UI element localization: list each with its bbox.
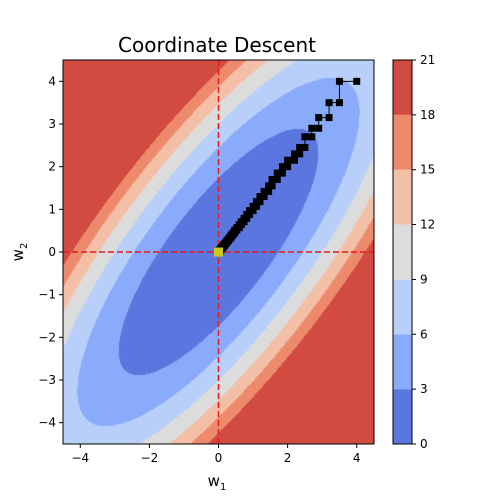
colorbar-tick-label: 21 <box>420 53 435 67</box>
y-tick-label: 2 <box>48 160 56 174</box>
colorbar-tick-label: 18 <box>420 108 435 122</box>
y-tick-label: −1 <box>38 288 56 302</box>
y-tick-label: −3 <box>38 373 56 387</box>
x-tick-label: −2 <box>141 451 159 465</box>
path-point <box>308 124 316 132</box>
path-point <box>273 175 281 183</box>
y-tick-label: 1 <box>48 202 56 216</box>
path-point <box>296 143 304 151</box>
path-point <box>301 143 309 151</box>
colorbar-band <box>393 60 412 115</box>
path-point <box>335 99 343 107</box>
path-point <box>291 150 299 158</box>
y-axis-label-base: w <box>9 249 27 261</box>
colorbar-band <box>393 389 412 444</box>
colorbar-band <box>393 279 412 335</box>
path-point <box>315 114 323 122</box>
colorbar-tick-label: 0 <box>420 437 428 451</box>
colorbar-ticks: 0 3 6 9 12 15 18 21 <box>412 53 435 451</box>
x-axis-label-base: w <box>208 472 220 490</box>
y-axis-ticks: −4 −3 −2 −1 0 1 2 3 4 <box>38 74 63 430</box>
x-tick-label: −4 <box>71 451 89 465</box>
path-point <box>243 210 251 218</box>
colorbar-band <box>393 224 412 280</box>
colorbar-band <box>393 114 412 170</box>
path-point <box>284 156 292 164</box>
descent-path <box>214 77 361 257</box>
path-point <box>260 193 268 201</box>
path-point <box>268 175 276 183</box>
path-point <box>325 99 333 107</box>
y-axis-label: w2 <box>9 243 30 262</box>
colorbar-tick-label: 15 <box>420 163 435 177</box>
colorbar-tick-label: 9 <box>420 272 428 286</box>
path-point <box>260 187 268 195</box>
path-point <box>296 150 304 158</box>
path-point <box>256 193 264 201</box>
path-point <box>335 77 343 85</box>
x-tick-label: 0 <box>215 451 223 465</box>
x-axis-label: w1 <box>208 472 227 493</box>
path-point <box>265 182 273 190</box>
y-tick-label: −4 <box>38 416 56 430</box>
path-point <box>265 187 273 195</box>
path-point <box>291 156 299 164</box>
colorbar-tick-label: 6 <box>420 327 428 341</box>
colorbar-frame <box>392 59 413 445</box>
colorbar-band <box>393 169 412 225</box>
y-tick-label: 4 <box>48 74 56 88</box>
y-axis-label-sub: 2 <box>19 243 30 249</box>
path-point <box>353 77 361 85</box>
y-tick-label: −2 <box>38 330 56 344</box>
path-point <box>325 114 333 122</box>
path-point <box>253 198 261 206</box>
path-point <box>315 124 323 132</box>
chart-title: Coordinate Descent <box>118 33 316 57</box>
path-point <box>273 169 281 177</box>
x-axis-label-sub: 1 <box>220 482 226 493</box>
x-tick-label: 4 <box>353 451 361 465</box>
colorbar <box>393 60 412 444</box>
path-point <box>284 163 292 171</box>
colorbar-tick-label: 3 <box>420 382 428 396</box>
x-tick-label: 2 <box>284 451 292 465</box>
path-point <box>308 133 316 141</box>
path-point <box>278 163 286 171</box>
y-tick-label: 3 <box>48 117 56 131</box>
path-point <box>301 133 309 141</box>
path-point <box>278 169 286 177</box>
y-tick-label: 0 <box>48 245 56 259</box>
x-axis-ticks: −4 −2 0 2 4 <box>71 444 361 465</box>
colorbar-tick-label: 12 <box>420 218 435 232</box>
colorbar-band <box>393 334 412 390</box>
final-point <box>214 247 223 257</box>
path-point <box>249 202 257 210</box>
path-point <box>246 207 254 215</box>
